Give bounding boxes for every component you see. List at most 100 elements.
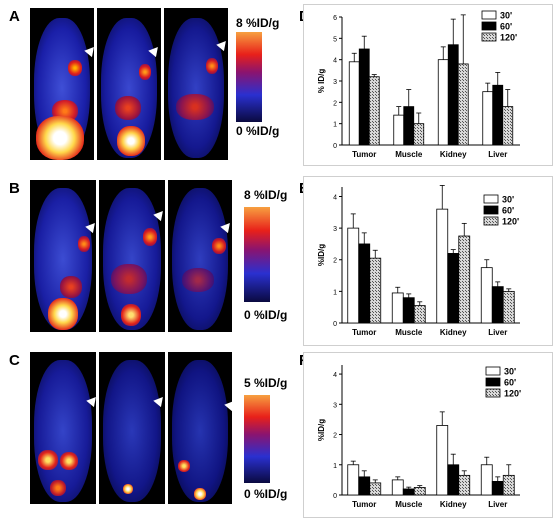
y-tick-label: 0	[333, 143, 337, 150]
y-tick-label: 1	[333, 463, 337, 470]
x-tick-label: Muscle	[395, 150, 423, 159]
x-tick-label: Kidney	[440, 328, 467, 337]
legend-label: 120'	[500, 33, 517, 43]
panel-label-a: A	[9, 8, 20, 25]
bar	[492, 84, 504, 146]
bar	[457, 63, 469, 146]
y-tick-label: 3	[333, 226, 337, 233]
colorbar-min-label: 0 %ID/g	[236, 124, 280, 138]
y-tick-label: 1	[333, 289, 337, 296]
colorbar-max-label: 8 %ID/g	[244, 188, 288, 202]
legend-swatch	[485, 366, 501, 376]
biodistribution-chart-f: 0 1 2 3 4 %ID/g Tumor Muscle Kidney Liver 30'60'12…	[317, 365, 521, 509]
bar	[402, 297, 415, 324]
y-axis-label: %ID/g	[317, 244, 326, 266]
pet-scan-a-120min	[164, 8, 228, 160]
bar	[369, 482, 382, 496]
chart-e: 0 1 2 3 4 %ID/g Tumor Muscle Kidney Liver 30' 60' 12…	[303, 176, 553, 346]
pet-scan-c-30min	[30, 352, 96, 504]
bar	[391, 292, 404, 324]
chart-f: 0 1 2 3 4 %ID/g Tumor Muscle Kidney Liver 30' 60' 12…	[303, 352, 553, 518]
y-tick-label: 4	[333, 194, 337, 201]
bar	[368, 76, 380, 146]
x-tick-label: Liver	[488, 500, 507, 509]
legend-swatch	[485, 388, 501, 398]
pet-scan-a-60min	[97, 8, 161, 160]
biodistribution-chart-e: 0 1 2 3 4 %ID/g Tumor Muscle Kidney Liver 30'60'12…	[317, 185, 520, 337]
bar	[436, 425, 449, 496]
y-axis-label: % ID/g	[317, 69, 326, 94]
bar	[413, 487, 426, 496]
x-tick-label: Tumor	[352, 150, 376, 159]
x-tick-label: Muscle	[395, 328, 423, 337]
colorbar	[244, 207, 270, 302]
colorbar	[244, 395, 270, 483]
y-tick-label: 2	[333, 100, 337, 107]
colorbar-max-label: 8 %ID/g	[236, 16, 280, 30]
y-tick-label: 1	[333, 122, 337, 129]
bar	[402, 488, 415, 496]
y-tick-label: 4	[333, 58, 337, 65]
bar	[480, 464, 493, 496]
legend-swatch	[483, 205, 499, 215]
bar	[358, 48, 370, 146]
bar	[347, 227, 360, 324]
legend-swatch	[483, 216, 499, 226]
x-tick-label: Kidney	[440, 150, 467, 159]
y-tick-label: 0	[333, 321, 337, 328]
bar	[369, 257, 382, 324]
x-tick-label: Liver	[488, 328, 507, 337]
x-tick-label: Liver	[488, 150, 507, 159]
bar	[391, 479, 404, 496]
bar	[458, 474, 471, 496]
legend-label: 60'	[500, 22, 512, 32]
bar	[347, 464, 360, 496]
y-tick-label: 3	[333, 402, 337, 409]
biodistribution-chart-d: 0 1 2 3 4 5 6 % ID/g Tumor Muscle Kidney Liver 30'60…	[317, 11, 520, 159]
colorbar	[236, 32, 262, 122]
bar	[491, 286, 504, 324]
bar	[413, 123, 425, 146]
bar	[447, 44, 459, 146]
y-tick-label: 2	[333, 433, 337, 440]
legend-label: 120'	[502, 217, 519, 227]
colorbar-max-label: 5 %ID/g	[244, 376, 288, 390]
x-tick-label: Kidney	[440, 500, 467, 509]
x-tick-label: Tumor	[352, 500, 376, 509]
y-axis-label: %ID/g	[317, 419, 326, 441]
y-tick-label: 5	[333, 36, 337, 43]
bar	[502, 474, 515, 496]
panel-label-b: B	[9, 180, 20, 197]
y-tick-label: 3	[333, 79, 337, 86]
legend-label: 60'	[504, 378, 516, 388]
chart-d: 0 1 2 3 4 5 6 % ID/g Tumor Muscle Kidney Liver 30' 60…	[303, 4, 553, 166]
bar	[480, 267, 493, 324]
legend-label: 30'	[500, 11, 512, 21]
bar	[348, 61, 360, 146]
bar	[491, 480, 504, 496]
bar	[437, 59, 449, 146]
x-tick-label: Muscle	[395, 500, 423, 509]
legend-label: 30'	[504, 367, 516, 377]
colorbar-min-label: 0 %ID/g	[244, 487, 288, 501]
bar	[502, 290, 515, 324]
legend-label: 120'	[504, 389, 521, 399]
bar	[403, 106, 415, 146]
pet-scan-b-60min	[99, 180, 165, 332]
pet-scan-b-30min	[30, 180, 96, 332]
legend-swatch	[481, 21, 497, 31]
bar	[482, 91, 494, 146]
bar	[502, 106, 514, 146]
pet-scan-c-120min	[168, 352, 232, 504]
bar	[413, 305, 426, 324]
x-tick-label: Tumor	[352, 328, 376, 337]
y-tick-label: 4	[333, 372, 337, 379]
legend-label: 30'	[502, 195, 514, 205]
legend-swatch	[485, 377, 501, 387]
legend-swatch	[481, 32, 497, 42]
legend-swatch	[483, 194, 499, 204]
bar	[436, 208, 449, 324]
bar	[358, 243, 371, 324]
pet-scan-c-60min	[99, 352, 165, 504]
pet-scan-b-120min	[168, 180, 232, 332]
